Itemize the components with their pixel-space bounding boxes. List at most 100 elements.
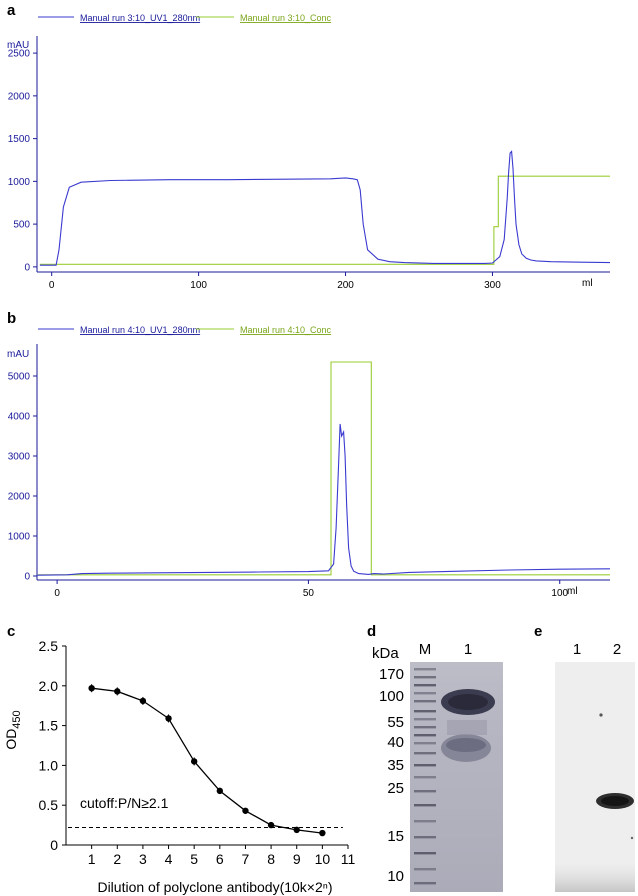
x-tick-label: 6 — [216, 851, 224, 867]
panel-label-e: e — [534, 623, 542, 640]
y-tick-label: 3000 — [8, 452, 31, 463]
gel-d-ladder-band — [414, 752, 436, 755]
x-tick-label: 10 — [315, 851, 331, 867]
x-tick-label: 50 — [303, 588, 315, 599]
titration-curve — [91, 687, 323, 834]
panel-b-axes: 0 1000 2000 3000 4000 5000 0 50 100 — [8, 344, 610, 599]
gel-d-band-smear-core — [446, 738, 486, 752]
y-tick-label: 1.0 — [39, 757, 59, 773]
x-tick-label: 0 — [54, 588, 60, 599]
gel-d-ladder-band — [414, 882, 436, 885]
x-tick-label: 100 — [551, 588, 568, 599]
y-tick-label: 2.5 — [39, 638, 59, 654]
legend-label-a-conc: Manual run 3:10_Conc — [240, 13, 332, 23]
data-point — [114, 688, 121, 695]
gel-e-background — [555, 662, 635, 892]
panel-b-xunit: ml — [567, 586, 578, 597]
x-tick-label: 2 — [113, 851, 121, 867]
gel-d-marker-labels: 170 100 55 40 35 25 15 10 — [379, 666, 404, 885]
gel-e-bottom-shade — [555, 862, 635, 892]
x-tick-label: 100 — [190, 280, 207, 291]
panel-a-xunit: ml — [582, 278, 593, 289]
x-tick-label: 200 — [337, 280, 354, 291]
gel-d-marker-label: 10 — [387, 868, 404, 885]
gel-d-ladder-band — [414, 676, 436, 679]
gel-d-ladder — [414, 668, 436, 885]
gel-d-ladder-band — [414, 776, 436, 779]
gel-d-ladder-band — [414, 718, 436, 721]
y-tick-label: 0 — [24, 262, 30, 273]
gel-d-image — [410, 662, 503, 892]
gel-d-ladder-band — [414, 836, 436, 839]
x-tick-label: 8 — [267, 851, 275, 867]
y-tick-label: 1000 — [8, 532, 31, 543]
y-tick-label: 0.5 — [39, 797, 59, 813]
gel-d-ladder-band — [414, 820, 436, 823]
x-tick-label: 1 — [88, 851, 96, 867]
panel-label-a: a — [7, 2, 16, 19]
x-tick-label: 11 — [341, 851, 356, 867]
panel-b-legend: Manual run 4:10_UV1_280nm Manual run 4:1… — [38, 325, 332, 335]
x-tick-label: 7 — [242, 851, 250, 867]
y-tick-label: 1000 — [8, 177, 31, 188]
y-tick-label: 1500 — [8, 134, 31, 145]
gel-d-ladder-band — [414, 790, 436, 793]
gel-d-marker-label: 40 — [387, 734, 404, 751]
panel-a-ylabel: mAU — [7, 40, 29, 51]
y-tick-label: 0 — [50, 837, 58, 853]
gel-d-ladder-band — [414, 852, 436, 855]
x-tick-label: 300 — [484, 280, 501, 291]
gel-d-unit: kDa — [372, 645, 399, 662]
gel-d-ladder-band — [414, 710, 436, 713]
gel-d-ladder-band — [414, 868, 436, 871]
data-point — [293, 826, 300, 834]
panel-label-c: c — [7, 623, 15, 640]
data-point — [242, 807, 249, 814]
data-point — [190, 758, 198, 765]
gel-d-ladder-band — [414, 734, 436, 737]
x-tick-label: 0 — [49, 280, 55, 291]
panel-b-ylabel: mAU — [7, 349, 29, 360]
x-tick-label: 5 — [190, 851, 198, 867]
legend-label-b-uv: Manual run 4:10_UV1_280nm — [80, 325, 200, 335]
panel-a-legend: Manual run 3:10_UV1_280nm Manual run 3:1… — [38, 13, 332, 23]
gel-d-ladder-band — [414, 804, 436, 807]
y-tick-label: 1.5 — [39, 718, 59, 734]
gel-d-lane-m: M — [419, 641, 432, 658]
gel-e-band-2-core — [601, 796, 629, 806]
series-conc-line — [39, 175, 610, 265]
panel-a-axes: 0 500 1000 1500 2000 2500 0 100 200 300 — [8, 36, 610, 291]
gel-d-marker-label: 35 — [387, 757, 404, 774]
gel-d-marker-label: 15 — [387, 828, 404, 845]
data-point — [267, 821, 275, 829]
gel-e-speck — [599, 713, 603, 717]
gel-e-image — [555, 662, 635, 892]
legend-label-b-conc: Manual run 4:10_Conc — [240, 325, 332, 335]
y-tick-label: 2000 — [8, 492, 31, 503]
gel-d-ladder-band — [414, 668, 436, 671]
panel-b-plot — [36, 361, 611, 576]
series-conc-line — [37, 361, 610, 576]
data-point — [216, 787, 224, 795]
gel-d-lane-1: 1 — [464, 641, 472, 658]
panel-c-plot — [68, 684, 343, 837]
gel-d-ladder-band — [414, 684, 436, 687]
data-point — [165, 715, 172, 722]
data-point — [319, 829, 326, 837]
y-tick-label: 2500 — [8, 49, 31, 60]
gel-d-marker-label: 25 — [387, 780, 404, 797]
panel-c-ylabel: OD450 — [3, 710, 23, 749]
gel-d-ladder-band — [414, 726, 436, 729]
gel-d-ladder-band — [414, 764, 436, 767]
panel-a-plot — [39, 150, 611, 266]
gel-d-marker-label: 100 — [379, 688, 404, 705]
panel-label-d: d — [367, 623, 376, 640]
y-tick-label: 4000 — [8, 412, 31, 423]
gel-d-ladder-band — [414, 700, 436, 703]
series-uv-line — [36, 423, 611, 576]
series-uv-line — [39, 150, 611, 266]
gel-e-lane-1: 1 — [573, 641, 581, 658]
y-tick-label: 0 — [24, 572, 30, 583]
y-tick-label: 500 — [13, 220, 30, 231]
gel-d-marker-label: 170 — [379, 666, 404, 683]
